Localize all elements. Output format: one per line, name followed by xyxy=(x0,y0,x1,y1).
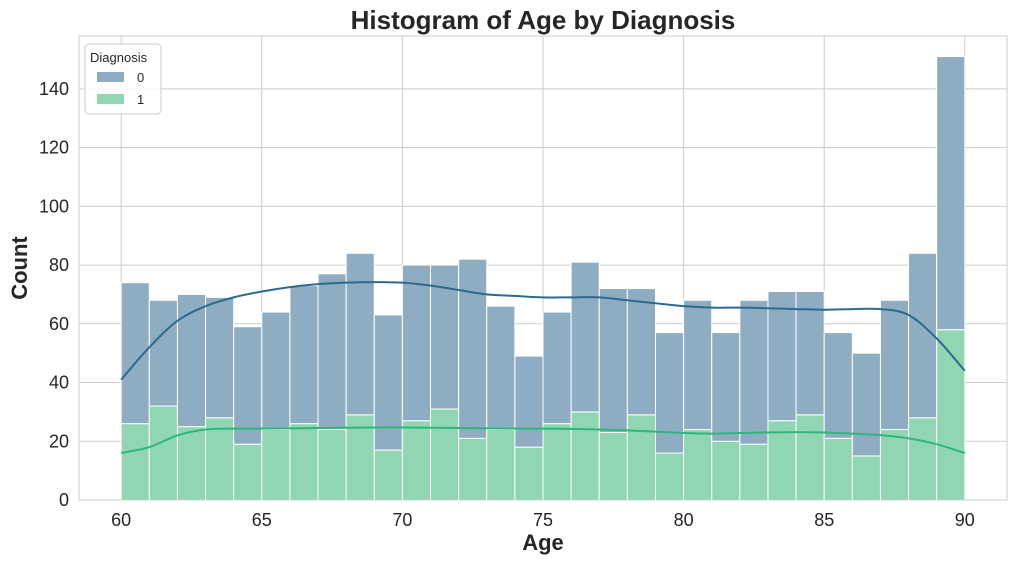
x-tick-label: 85 xyxy=(814,510,834,530)
bar-diagnosis-1 xyxy=(598,431,628,501)
legend-label-diagnosis-1: 1 xyxy=(137,92,144,107)
y-tick-label: 40 xyxy=(49,373,69,393)
bar-diagnosis-1 xyxy=(317,429,347,501)
bar-diagnosis-1 xyxy=(176,426,207,501)
x-tick-label: 70 xyxy=(392,510,412,530)
y-tick-label: 20 xyxy=(49,431,69,451)
bar-diagnosis-1 xyxy=(626,414,656,501)
bar-diagnosis-0 xyxy=(879,299,910,431)
bar-diagnosis-0 xyxy=(795,290,825,416)
bar-diagnosis-1 xyxy=(345,414,375,501)
x-tick-label: 65 xyxy=(252,510,272,530)
bar-diagnosis-1 xyxy=(739,443,769,501)
bar-diagnosis-1 xyxy=(711,440,741,501)
bar-diagnosis-0 xyxy=(823,332,853,439)
bar-diagnosis-0 xyxy=(514,355,544,448)
bar-diagnosis-0 xyxy=(148,299,178,407)
bar-diagnosis-1 xyxy=(401,420,432,501)
y-tick-label: 140 xyxy=(39,79,69,99)
chart-title: Histogram of Age by Diagnosis xyxy=(351,5,736,35)
bar-diagnosis-0 xyxy=(851,352,881,457)
bar-diagnosis-1 xyxy=(233,443,263,501)
bar-diagnosis-1 xyxy=(514,446,544,501)
y-tick-label: 80 xyxy=(49,255,69,275)
legend-swatch-diagnosis-0 xyxy=(97,72,124,82)
y-axis-title: Count xyxy=(7,236,32,300)
legend-swatch-diagnosis-1 xyxy=(97,94,124,104)
bar-diagnosis-0 xyxy=(542,311,572,425)
y-tick-label: 0 xyxy=(59,490,69,510)
y-tick-label: 100 xyxy=(39,196,69,216)
y-tick-labels: 0 20 40 60 80 100 120 140 xyxy=(39,79,69,510)
bar-diagnosis-0 xyxy=(598,288,628,433)
bar-diagnosis-0 xyxy=(458,258,488,439)
kde-line-diagnosis-0 xyxy=(120,281,966,381)
legend-title: Diagnosis xyxy=(90,50,148,65)
kde-lines xyxy=(120,281,966,454)
bar-diagnosis-1 xyxy=(261,429,291,501)
bar-diagnosis-0 xyxy=(767,290,797,422)
bar-diagnosis-0 xyxy=(401,264,432,422)
bar-diagnosis-0 xyxy=(683,299,713,431)
bar-diagnosis-1 xyxy=(767,420,797,501)
bar-diagnosis-1 xyxy=(458,437,488,501)
bar-diagnosis-1 xyxy=(823,437,853,501)
bar-diagnosis-0 xyxy=(654,332,685,454)
legend-label-diagnosis-0: 0 xyxy=(137,70,144,85)
x-tick-labels: 60 65 70 75 80 85 90 xyxy=(111,510,975,530)
bar-diagnosis-1 xyxy=(542,423,572,501)
bar-diagnosis-0 xyxy=(317,273,347,431)
bar-diagnosis-0 xyxy=(936,56,966,331)
x-axis-title: Age xyxy=(522,530,564,555)
bar-diagnosis-1 xyxy=(486,429,516,501)
bar-diagnosis-0 xyxy=(486,305,516,431)
bar-diagnosis-0 xyxy=(205,296,235,419)
bar-diagnosis-1 xyxy=(373,449,403,501)
bar-diagnosis-1 xyxy=(430,408,460,501)
x-tick-label: 90 xyxy=(955,510,975,530)
axes-frame xyxy=(78,35,1008,501)
bar-diagnosis-1 xyxy=(683,429,713,501)
bar-diagnosis-0 xyxy=(626,288,656,416)
bar-diagnosis-0 xyxy=(570,261,600,413)
y-tick-label: 60 xyxy=(49,314,69,334)
kde-line-diagnosis-1 xyxy=(120,426,966,454)
bar-diagnosis-1 xyxy=(148,405,178,501)
bar-diagnosis-0 xyxy=(261,311,291,431)
legend: Diagnosis 0 1 xyxy=(84,43,162,115)
bar-diagnosis-1 xyxy=(851,455,881,501)
bar-diagnosis-1 xyxy=(908,417,938,501)
bar-diagnosis-0 xyxy=(233,326,263,445)
x-tick-label: 75 xyxy=(533,510,553,530)
y-tick-label: 120 xyxy=(39,138,69,158)
bars xyxy=(120,56,966,501)
x-tick-label: 60 xyxy=(111,510,131,530)
bar-diagnosis-0 xyxy=(739,299,769,445)
x-tick-label: 80 xyxy=(674,510,694,530)
bar-diagnosis-1 xyxy=(120,423,150,501)
bar-diagnosis-1 xyxy=(289,423,319,501)
bar-diagnosis-1 xyxy=(570,411,600,501)
bar-diagnosis-1 xyxy=(654,452,685,501)
bar-diagnosis-0 xyxy=(289,285,319,425)
bar-diagnosis-1 xyxy=(795,414,825,501)
bar-diagnosis-0 xyxy=(711,332,741,442)
bar-diagnosis-0 xyxy=(373,314,403,451)
bar-diagnosis-0 xyxy=(176,293,207,428)
bar-diagnosis-1 xyxy=(879,429,910,501)
bar-diagnosis-0 xyxy=(345,252,375,416)
